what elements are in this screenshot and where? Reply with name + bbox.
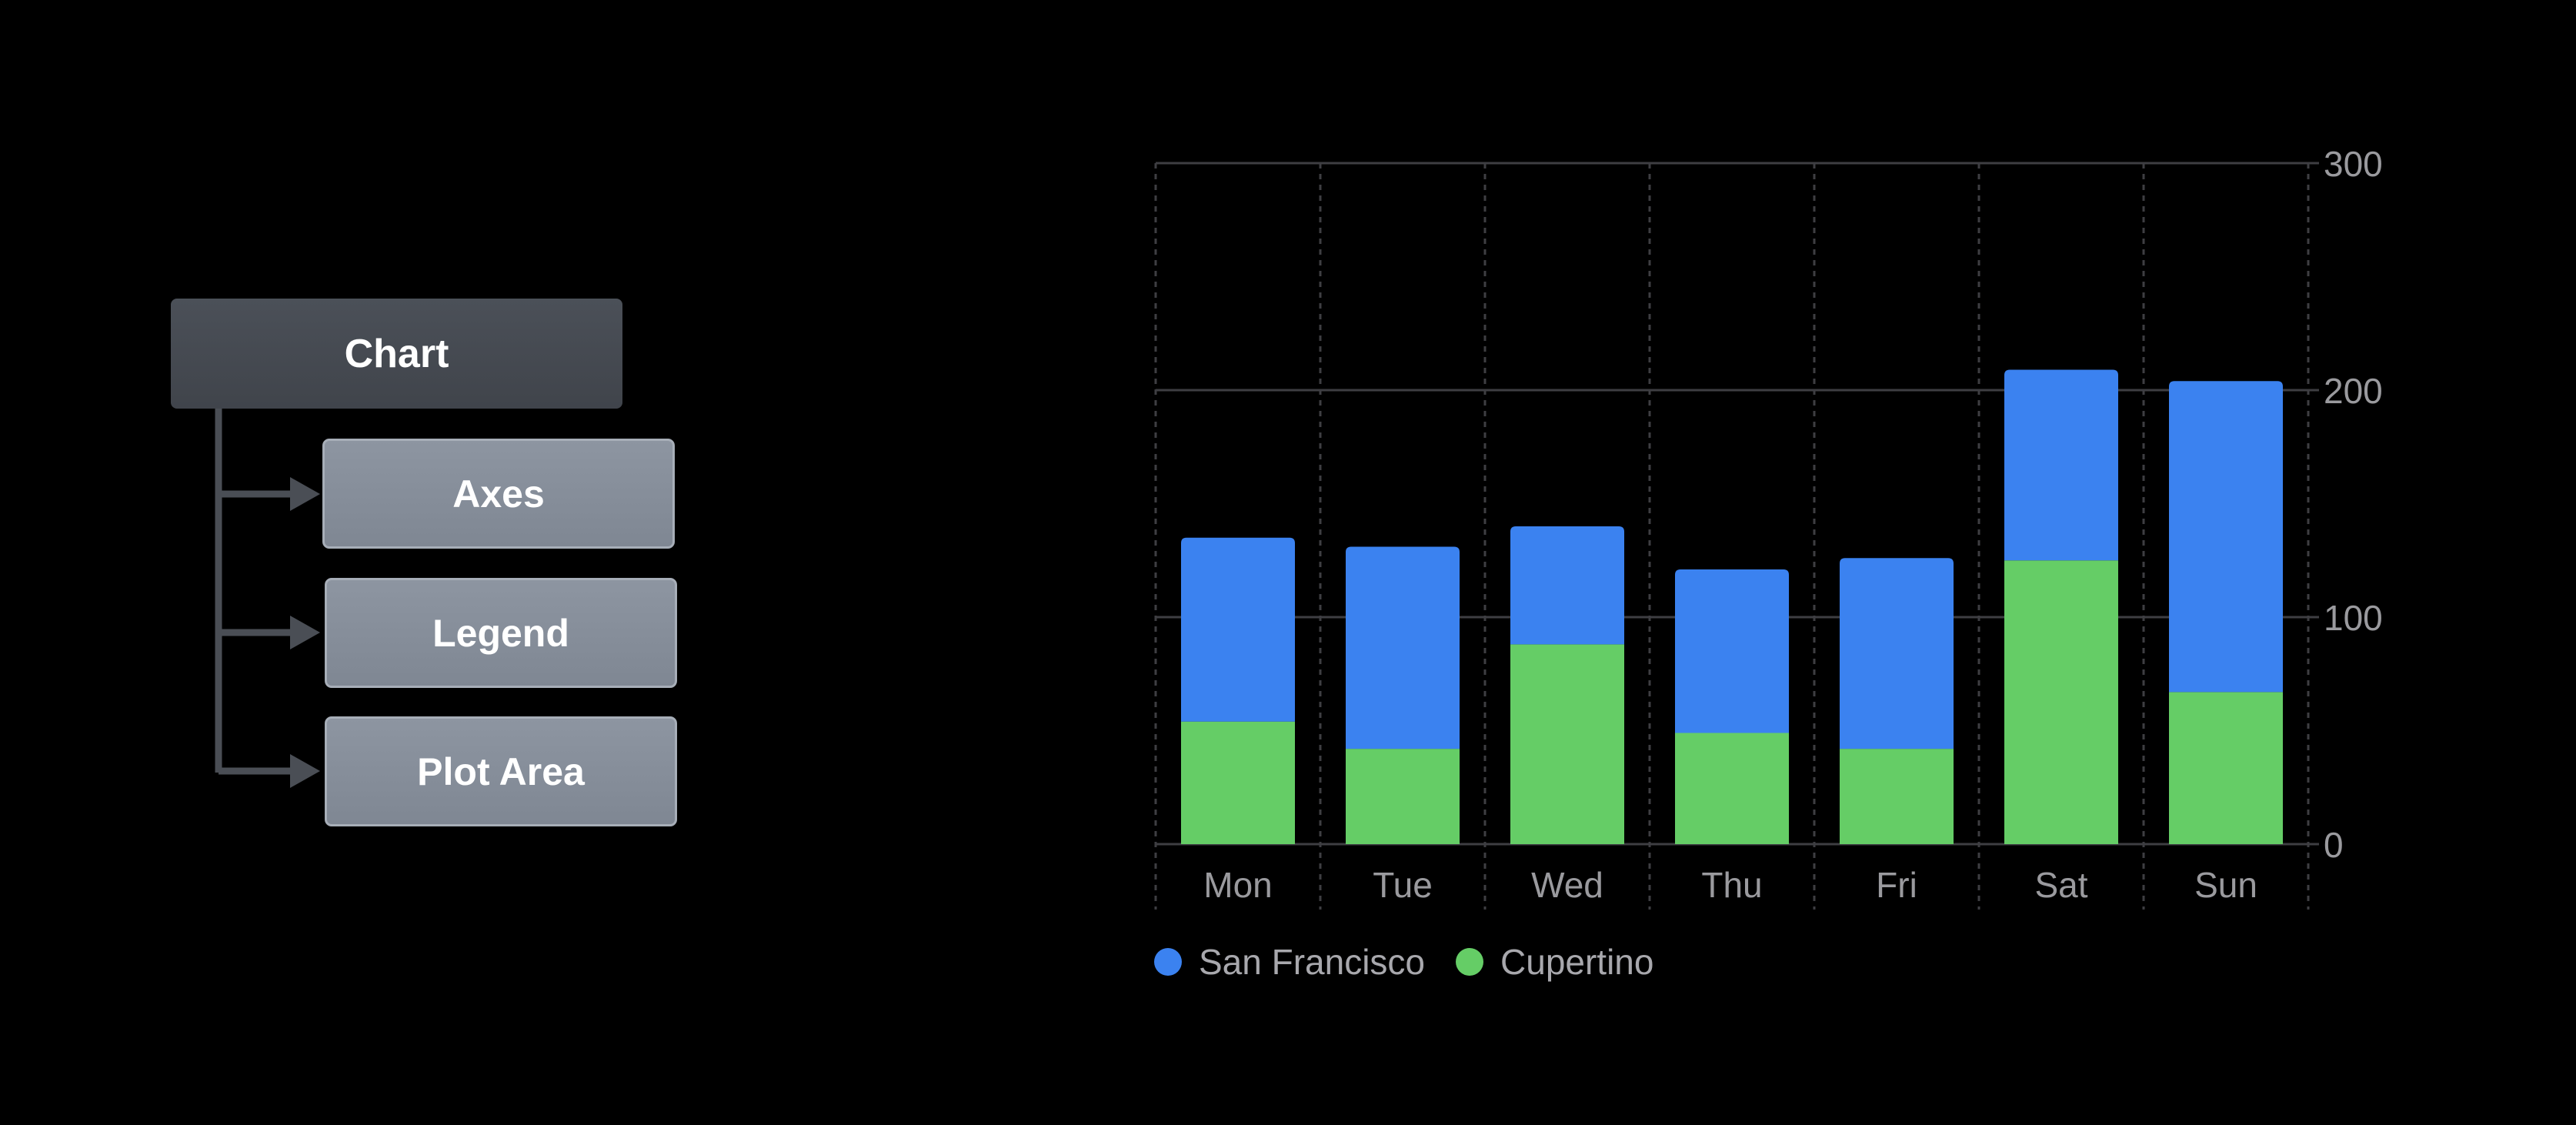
- arrow-right-icon: [290, 477, 320, 511]
- bar-san-francisco-tue: [1346, 546, 1460, 749]
- x-tick-label: Mon: [1203, 865, 1272, 905]
- x-tick-label: Sat: [2034, 865, 2087, 905]
- y-tick-label: 100: [2324, 598, 2383, 638]
- axes-node: Axes: [322, 439, 675, 549]
- chart-legend: San Francisco Cupertino: [1154, 939, 1684, 985]
- x-tick-label: Thu: [1701, 865, 1762, 905]
- bar-cupertino-wed: [1510, 644, 1624, 844]
- y-tick-label: 200: [2324, 371, 2383, 411]
- legend-label-san-francisco: San Francisco: [1199, 942, 1426, 982]
- legend-label-cupertino: Cupertino: [1500, 942, 1654, 982]
- legend-swatch-cupertino: [1456, 948, 1484, 976]
- plot-area-node: Plot Area: [325, 716, 677, 826]
- legend-item-cupertino: Cupertino: [1456, 941, 1653, 983]
- y-tick-label: 300: [2324, 144, 2383, 184]
- x-tick-label: Wed: [1531, 865, 1603, 905]
- bar-san-francisco-mon: [1181, 537, 1295, 722]
- bar-cupertino-thu: [1675, 733, 1789, 844]
- bar-san-francisco-thu: [1675, 569, 1789, 733]
- bar-cupertino-sun: [2169, 692, 2283, 844]
- x-tick-label: Sun: [2194, 865, 2257, 905]
- bar-cupertino-tue: [1346, 749, 1460, 844]
- x-tick-label: Tue: [1373, 865, 1433, 905]
- legend-node: Legend: [325, 578, 677, 688]
- legend-item-san-francisco: San Francisco: [1154, 941, 1425, 983]
- bar-san-francisco-wed: [1510, 526, 1624, 645]
- bar-cupertino-sat: [2004, 560, 2118, 844]
- arrow-right-icon: [290, 616, 320, 649]
- bar-san-francisco-sun: [2169, 381, 2283, 693]
- x-tick-label: Fri: [1876, 865, 1917, 905]
- bar-cupertino-fri: [1840, 749, 1954, 844]
- legend-swatch-san-francisco: [1154, 948, 1182, 976]
- bar-cupertino-mon: [1181, 721, 1295, 844]
- arrow-right-icon: [290, 754, 320, 788]
- bar-san-francisco-fri: [1840, 558, 1954, 749]
- chart-node: Chart: [171, 299, 622, 409]
- bar-san-francisco-sat: [2004, 369, 2118, 561]
- y-tick-label: 0: [2324, 825, 2344, 865]
